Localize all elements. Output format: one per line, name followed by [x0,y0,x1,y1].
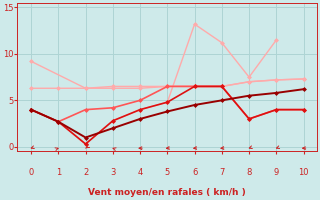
X-axis label: Vent moyen/en rafales ( km/h ): Vent moyen/en rafales ( km/h ) [88,188,246,197]
